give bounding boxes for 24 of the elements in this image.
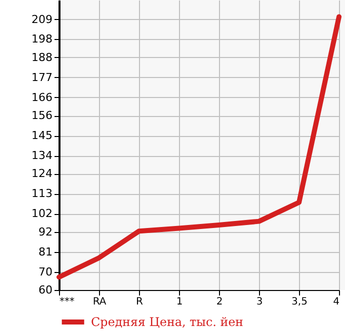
- y-tick-label: 124: [32, 167, 52, 180]
- y-tick-label: 188: [32, 50, 52, 64]
- x-tick-label: 3,5: [292, 296, 308, 308]
- y-tick-label: 145: [32, 129, 52, 142]
- x-tick-label: 4: [333, 296, 340, 308]
- y-tick-label: 102: [32, 207, 52, 220]
- y-tick-label: 60: [38, 284, 52, 296]
- y-tick-label: 92: [38, 225, 52, 238]
- x-tick-label: 3: [256, 296, 263, 308]
- y-tick-label: 113: [32, 187, 52, 200]
- x-tick-label: 2: [216, 296, 223, 308]
- y-tick-label: 81: [38, 245, 52, 258]
- x-tick-label: RA: [92, 296, 106, 308]
- x-tick-label: 1: [176, 296, 183, 308]
- x-tick-label: ***: [60, 296, 74, 308]
- y-tick-label: 166: [32, 90, 52, 104]
- x-tick-label: R: [136, 296, 144, 308]
- y-tick-label: 156: [32, 109, 52, 122]
- y-tick-label: 177: [32, 70, 52, 84]
- y-tick-label: 70: [38, 265, 52, 278]
- y-tick-label: 134: [32, 149, 52, 162]
- y-tick-label: 209: [32, 12, 52, 26]
- y-tick-label: 198: [32, 32, 52, 46]
- legend-label: Средняя Цена, тыс. йен: [91, 315, 244, 329]
